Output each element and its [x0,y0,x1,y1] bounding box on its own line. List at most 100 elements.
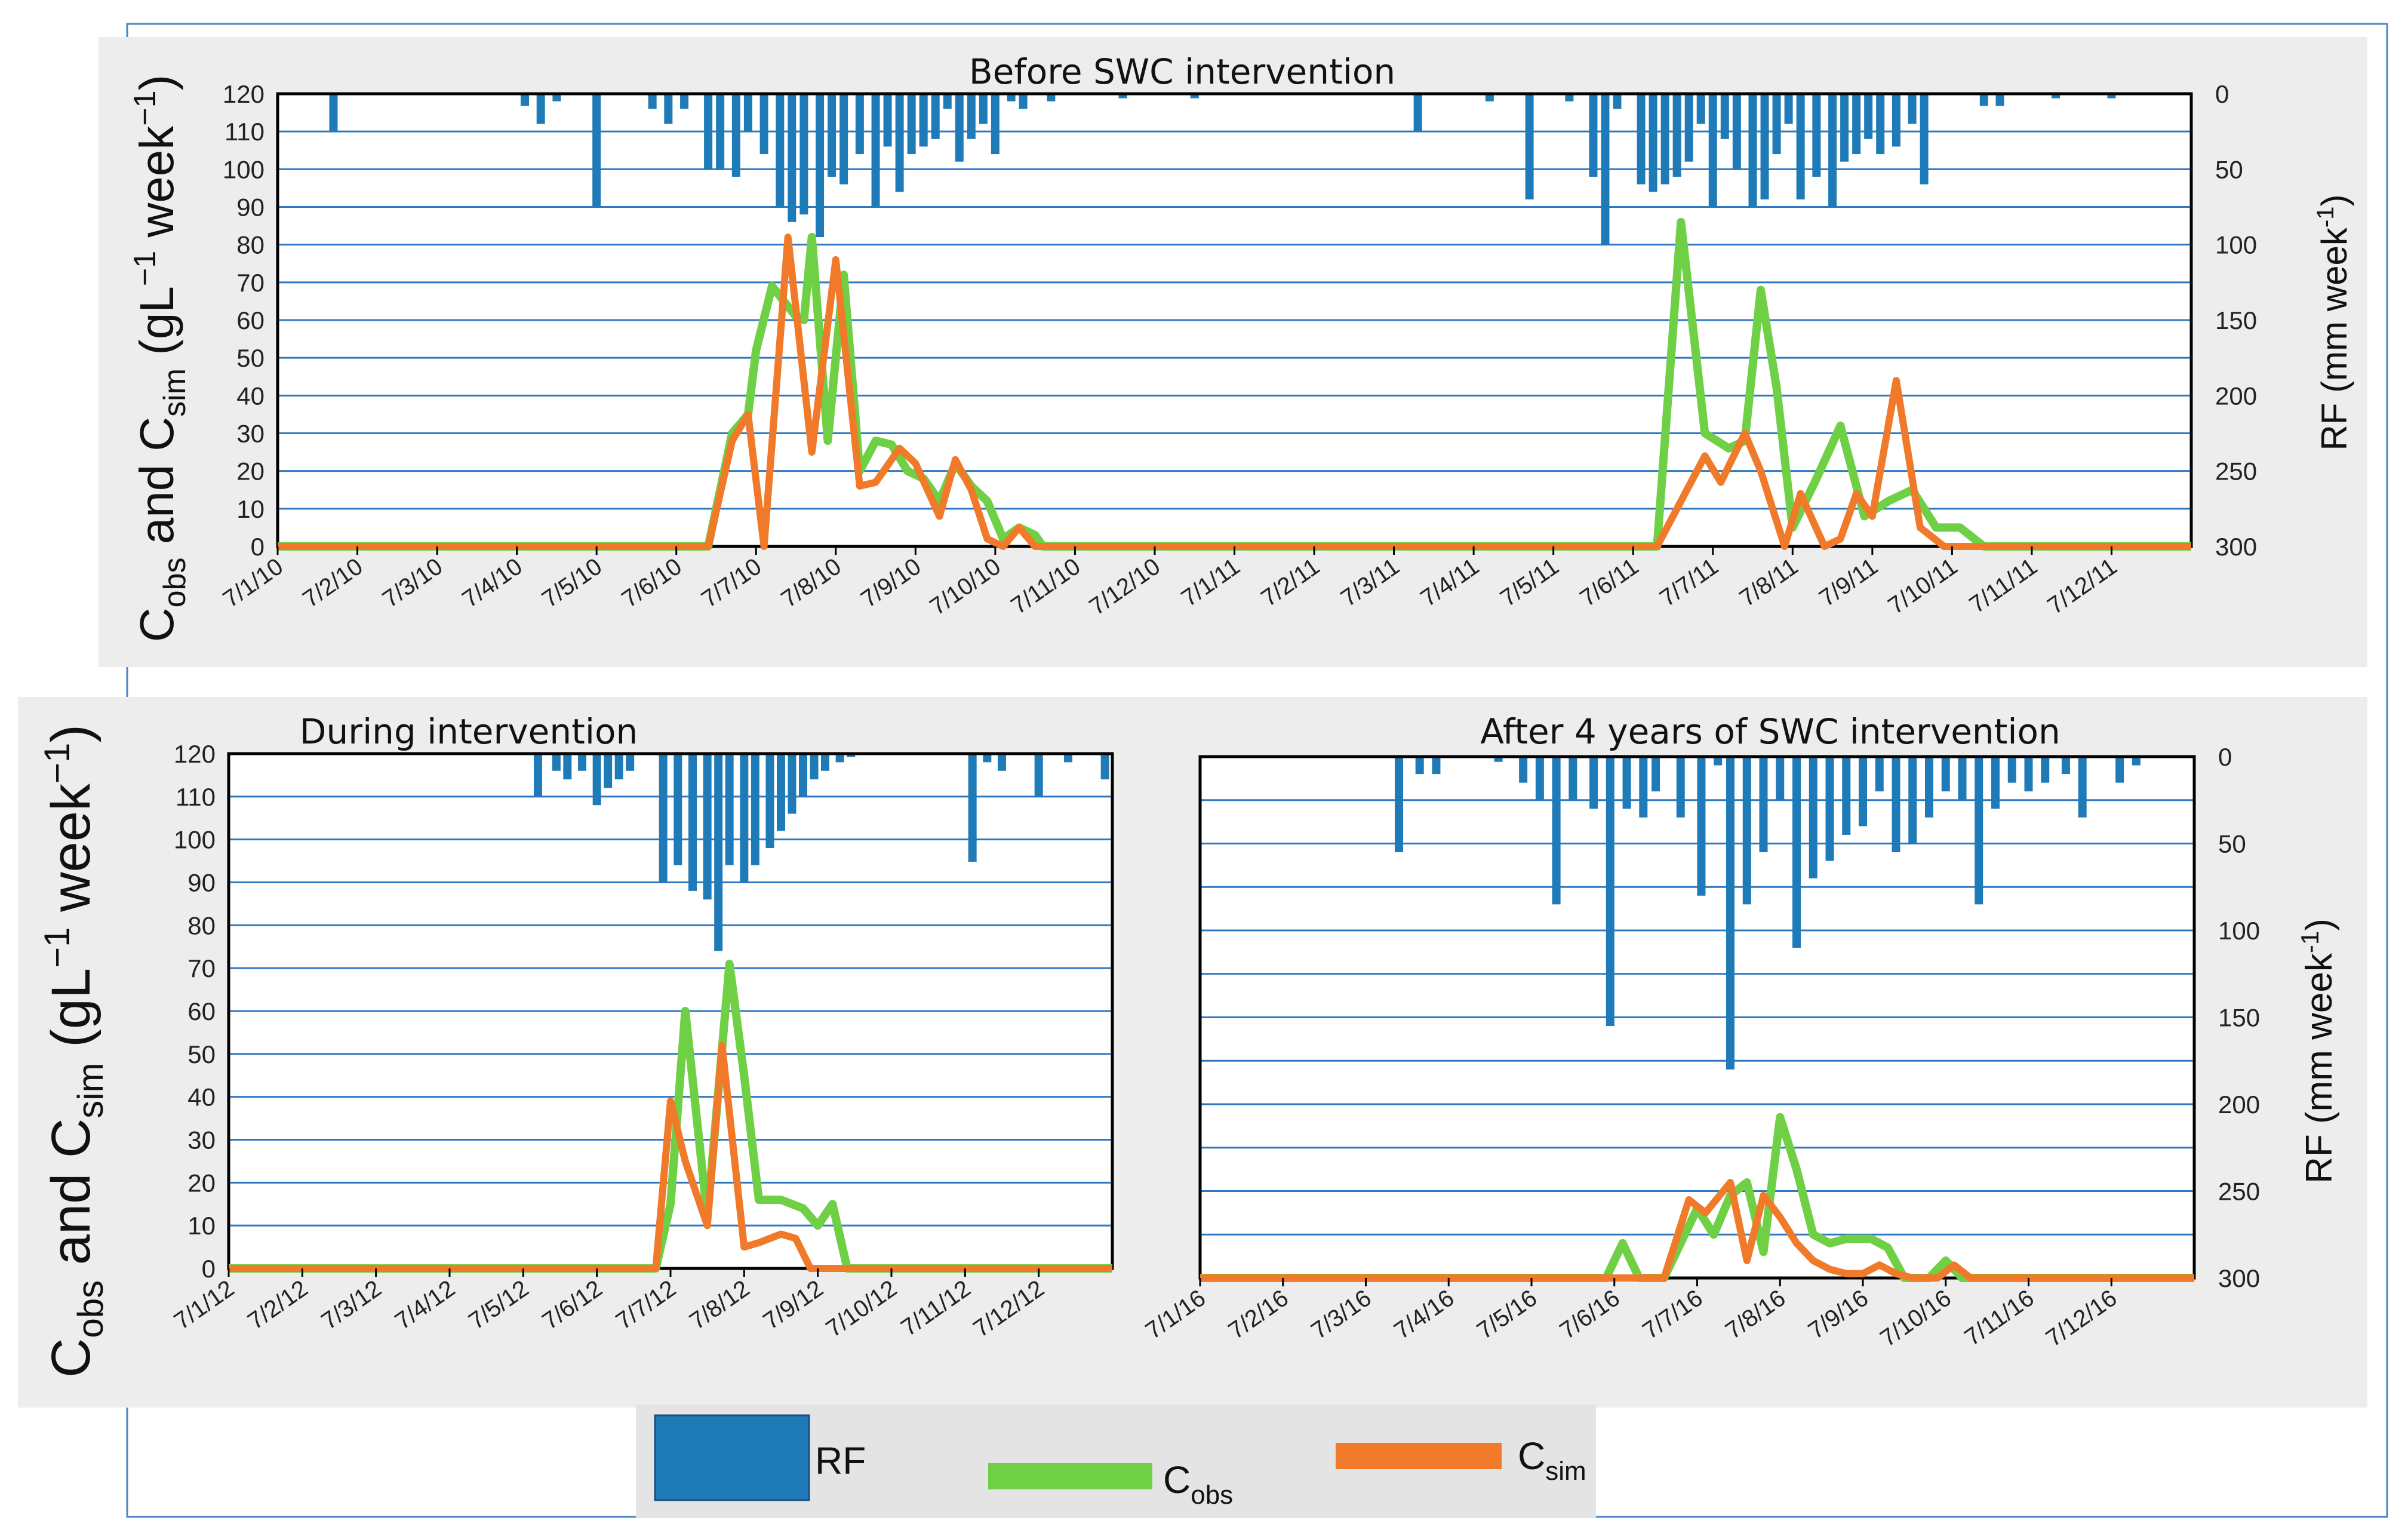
rf-bar [979,94,988,124]
rf-bar [604,754,613,788]
rf-bar [1875,757,1884,792]
bottom-right-axis-main: RF (mm week [2299,953,2340,1184]
rf-bar [1892,94,1900,147]
y2-tick-label: 250 [2215,457,2257,486]
legend-csim-label: Csim [1518,1434,1586,1486]
rf-bar [534,754,542,797]
y-tick-label: 50 [236,344,265,372]
y-tick-label: 80 [187,911,216,939]
rf-bar [1190,94,1199,99]
y-tick-label: 120 [174,740,216,768]
rf-bar [1840,94,1849,162]
rf-bar [680,94,689,109]
y2-tick-label: 150 [2215,306,2257,334]
legend-csim-c: C [1518,1434,1545,1477]
top-left-axis-label: Cobs and Csim (gL−1 week−1) [128,75,192,642]
rf-bar [1589,757,1598,809]
rf-bar [1796,94,1805,199]
y-tick-label: 70 [187,954,216,982]
bottom-left-axis-exp2: −1 [37,743,77,784]
y2-tick-label: 250 [2218,1178,2260,1206]
rf-bar [765,754,774,849]
rf-bar [1792,757,1801,948]
y2-tick-label: 50 [2218,830,2246,858]
rf-bar [1007,94,1016,102]
rf-bar [659,754,668,883]
rf-bar [1637,94,1646,185]
rf-bar [2007,757,2016,783]
rf-bar [828,94,837,177]
rf-bar [1991,757,2000,809]
y-tick-label: 0 [202,1255,216,1283]
rf-bar [1995,94,2004,106]
rf-bar [563,754,572,780]
rf-bar [1494,757,1503,762]
y2-tick-label: 150 [2218,1004,2260,1032]
top-left-axis-exp2: −1 [128,91,162,126]
rf-bar [835,754,844,763]
rf-bar [614,754,623,780]
chart-during-intervention: During intervention 0 10 20 30 40 50 60 70 80 90 10… [170,711,1114,1342]
rf-bar [1589,94,1598,177]
top-right-axis-label: RF (mm week-1) [2312,195,2354,451]
rf-bar [847,754,856,757]
rf-bar [725,754,734,865]
rf-bar [673,754,682,865]
y-tick-label: 50 [187,1040,216,1068]
rf-bar [1395,757,1403,853]
rf-bar [2024,757,2033,792]
rf-bar [1925,757,1933,818]
y2-tick-label: 100 [2215,231,2257,259]
y-tick-label: 60 [236,306,265,334]
rf-bar [1034,754,1043,797]
rf-bar [1809,757,1817,878]
bottom-left-axis-units: (gL [41,968,102,1063]
rf-bar [1859,757,1867,827]
rf-bar [1569,757,1577,800]
y-tick-label: 0 [251,533,265,561]
bottom-left-axis-exp1: −1 [37,927,77,967]
rf-bar [943,94,952,109]
rf-bar [1708,94,1717,207]
rf-bar [776,94,785,207]
y-tick-label: 120 [223,80,265,108]
legend-csim-sub: sim [1545,1457,1586,1486]
y2-tick-label: 300 [2215,533,2257,561]
rf-bar [688,754,697,891]
y-tick-label: 20 [187,1169,216,1197]
rf-bar [1892,757,1900,853]
y-tick-label: 90 [236,193,265,222]
rf-bar [2061,757,2070,775]
cobs-series-line [278,217,2191,551]
rf-bar [1565,94,1574,102]
rf-bar [626,754,635,771]
rf-bar [1525,94,1534,199]
rf-bar [1047,94,1056,102]
rf-bar [1019,94,1028,109]
csim-series-line [278,234,2191,550]
bottom-left-axis-label: Cobs and Csim (gL−1 week−1) [37,724,110,1378]
rf-bar [536,94,545,124]
rf-bar [1535,757,1544,800]
rf-bar [740,754,749,883]
rf-bar [1432,757,1441,775]
csim-series-line [1200,1179,2194,1282]
y-tick-label: 60 [187,997,216,1025]
y-tick-label: 100 [174,826,216,854]
rf-bar [1864,94,1873,139]
legend: RF Cobs Csim [636,1405,1596,1518]
csim-series-line [229,1041,1112,1272]
rf-bar [592,754,601,806]
top-left-axis-c: C [130,607,183,642]
y2-tick-label: 200 [2218,1090,2260,1119]
chart-title: Before SWC intervention [969,51,1395,92]
rf-bar [751,754,759,865]
rf-bar [1672,94,1681,177]
top-right-axis-main: RF (mm week [2314,227,2354,450]
rf-bar [907,94,916,155]
rf-bar [931,94,940,139]
rf-bar [998,754,1006,771]
rf-bar [664,94,673,124]
top-left-axis-sim: sim [158,368,192,417]
rf-bar [648,94,657,109]
